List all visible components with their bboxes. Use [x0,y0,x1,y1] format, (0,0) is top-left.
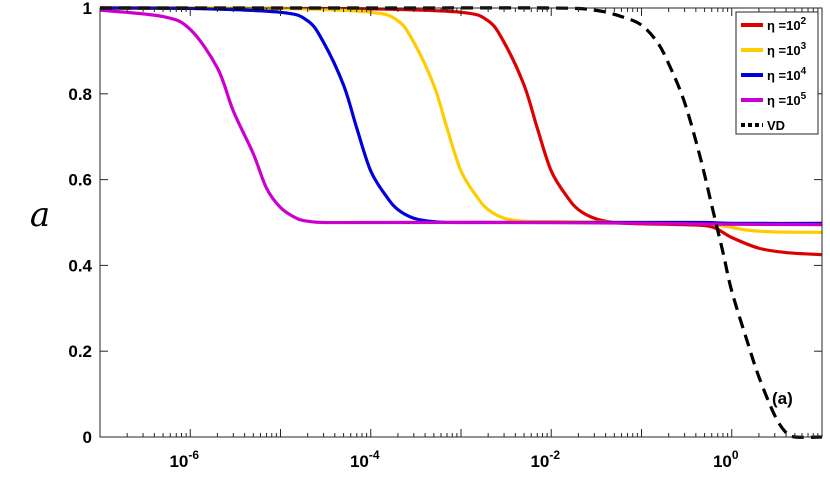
legend-label: η =102 [767,16,807,33]
x-tick-label: 10-2 [530,448,560,471]
ticks: 10-6 10-4 10-2 100 0 0.2 0.4 0.6 0.8 1 [68,0,823,471]
y-tick-label: 0.6 [68,171,92,190]
legend: η =102 η =103 η =104 η =105 VD [735,11,819,135]
legend-label: η =103 [767,41,807,58]
legend-label: η =104 [767,66,807,83]
x-tick-label: 10-4 [350,448,380,471]
y-tick-label: 0.8 [68,85,92,104]
x-tick-label: 10-6 [169,448,199,471]
x-tick-label: 100 [713,448,739,471]
y-tick-label: 0.4 [68,256,92,275]
y-axis-label: a [30,195,50,235]
series-line-4 [100,8,822,227]
y-tick-label: 1 [83,0,92,18]
legend-label: η =105 [767,91,807,108]
series-line-1 [100,6,822,257]
panel-annotation: (a) [772,389,793,408]
legend-label: VD [767,118,785,133]
y-tick-label: 0 [83,428,92,447]
y-tick-label: 0.2 [68,342,92,361]
